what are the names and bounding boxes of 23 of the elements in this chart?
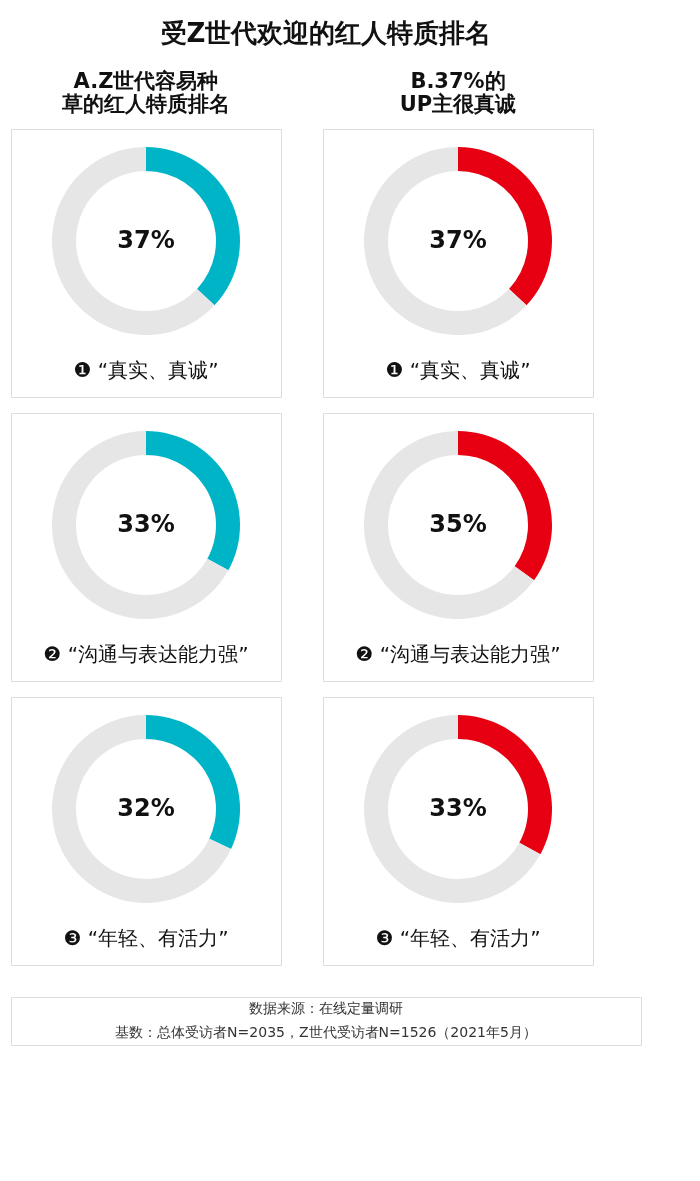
donut-slice bbox=[364, 715, 541, 903]
source-note: 数据来源：在线定量调研 bbox=[249, 1000, 403, 1016]
data-label: 37% bbox=[117, 226, 175, 254]
chart-title: B.37%的UP主很真诚 bbox=[399, 69, 517, 116]
donut-slice bbox=[364, 431, 535, 619]
text: 基数：总体受访者N=2035，Z世代受访者N=1526（2021年5月） bbox=[115, 1024, 537, 1040]
data-label: 32% bbox=[117, 794, 175, 822]
text: ❶ “真实、真诚” bbox=[73, 358, 219, 382]
donut-slice bbox=[364, 147, 527, 335]
text: ❷ “沟通与表达能力强” bbox=[43, 642, 249, 666]
chart-title: A.Z世代容易种草的红人特质排名 bbox=[61, 69, 230, 116]
text: ❷ “沟通与表达能力强” bbox=[355, 642, 561, 666]
text: 受Z世代欢迎的红人特质排名 bbox=[160, 17, 492, 48]
donut-slice bbox=[52, 715, 232, 903]
text: ❸ “年轻、有活力” bbox=[375, 926, 541, 950]
data-label: 35% bbox=[429, 510, 487, 538]
donut-slice bbox=[52, 147, 215, 335]
text: ❸ “年轻、有活力” bbox=[63, 926, 229, 950]
data-label: 33% bbox=[429, 794, 487, 822]
data-label: 37% bbox=[429, 226, 487, 254]
data-label: 33% bbox=[117, 510, 175, 538]
text: ❶ “真实、真诚” bbox=[385, 358, 531, 382]
donut-slice bbox=[52, 431, 229, 619]
